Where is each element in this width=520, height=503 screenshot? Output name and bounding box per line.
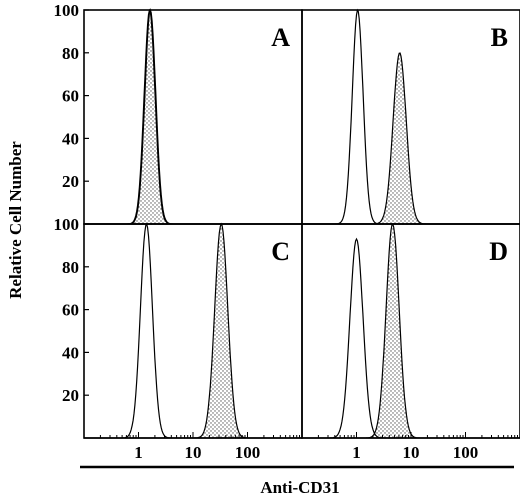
y-tick-label: 60 — [62, 301, 79, 320]
panel-b: B — [301, 8, 520, 225]
panels-layer: A B C D — [83, 7, 520, 439]
histogram-control-c — [84, 222, 302, 439]
panel-a: A — [83, 7, 303, 225]
y-tick-label: 20 — [62, 172, 79, 191]
y-tick-label: 40 — [62, 129, 79, 148]
x-tick-label: 100 — [235, 443, 261, 462]
panel-d: D — [301, 222, 520, 439]
histogram-stained-d — [302, 222, 520, 439]
panel-frame-d — [301, 223, 520, 439]
histogram-stained-b — [302, 52, 520, 225]
y-tick-label: 100 — [54, 1, 80, 20]
y-tick-label: 80 — [62, 44, 79, 63]
panel-frame-c — [83, 223, 303, 439]
x-axis-title: Anti-CD31 — [260, 478, 339, 497]
panel-letter-a: A — [271, 23, 290, 52]
y-tick-label: 80 — [62, 258, 79, 277]
x-tick-label: 100 — [453, 443, 479, 462]
y-axis-title: Relative Cell Number — [6, 141, 25, 299]
panel-letter-d: D — [489, 237, 508, 266]
histogram-stained-a — [84, 7, 302, 225]
histogram-stained-c — [84, 222, 302, 439]
panel-frame-a — [83, 9, 303, 225]
y-tick-label: 20 — [62, 386, 79, 405]
x-tick-label: 1 — [134, 443, 143, 462]
y-tick-label: 100 — [54, 215, 80, 234]
ticks-layer: 20 40 60 80 100 20 40 60 80 100 1 10 100 1 10 100 — [54, 1, 519, 462]
x-tick-label: 1 — [352, 443, 361, 462]
panel-c: C — [83, 222, 303, 439]
y-tick-label: 40 — [62, 343, 79, 362]
x-tick-label: 10 — [403, 443, 420, 462]
panel-letter-b: B — [491, 23, 508, 52]
histogram-control-a — [84, 8, 302, 225]
x-tick-label: 10 — [185, 443, 202, 462]
panel-letter-c: C — [271, 237, 290, 266]
histogram-control-d — [302, 237, 520, 439]
y-tick-label: 60 — [62, 87, 79, 106]
